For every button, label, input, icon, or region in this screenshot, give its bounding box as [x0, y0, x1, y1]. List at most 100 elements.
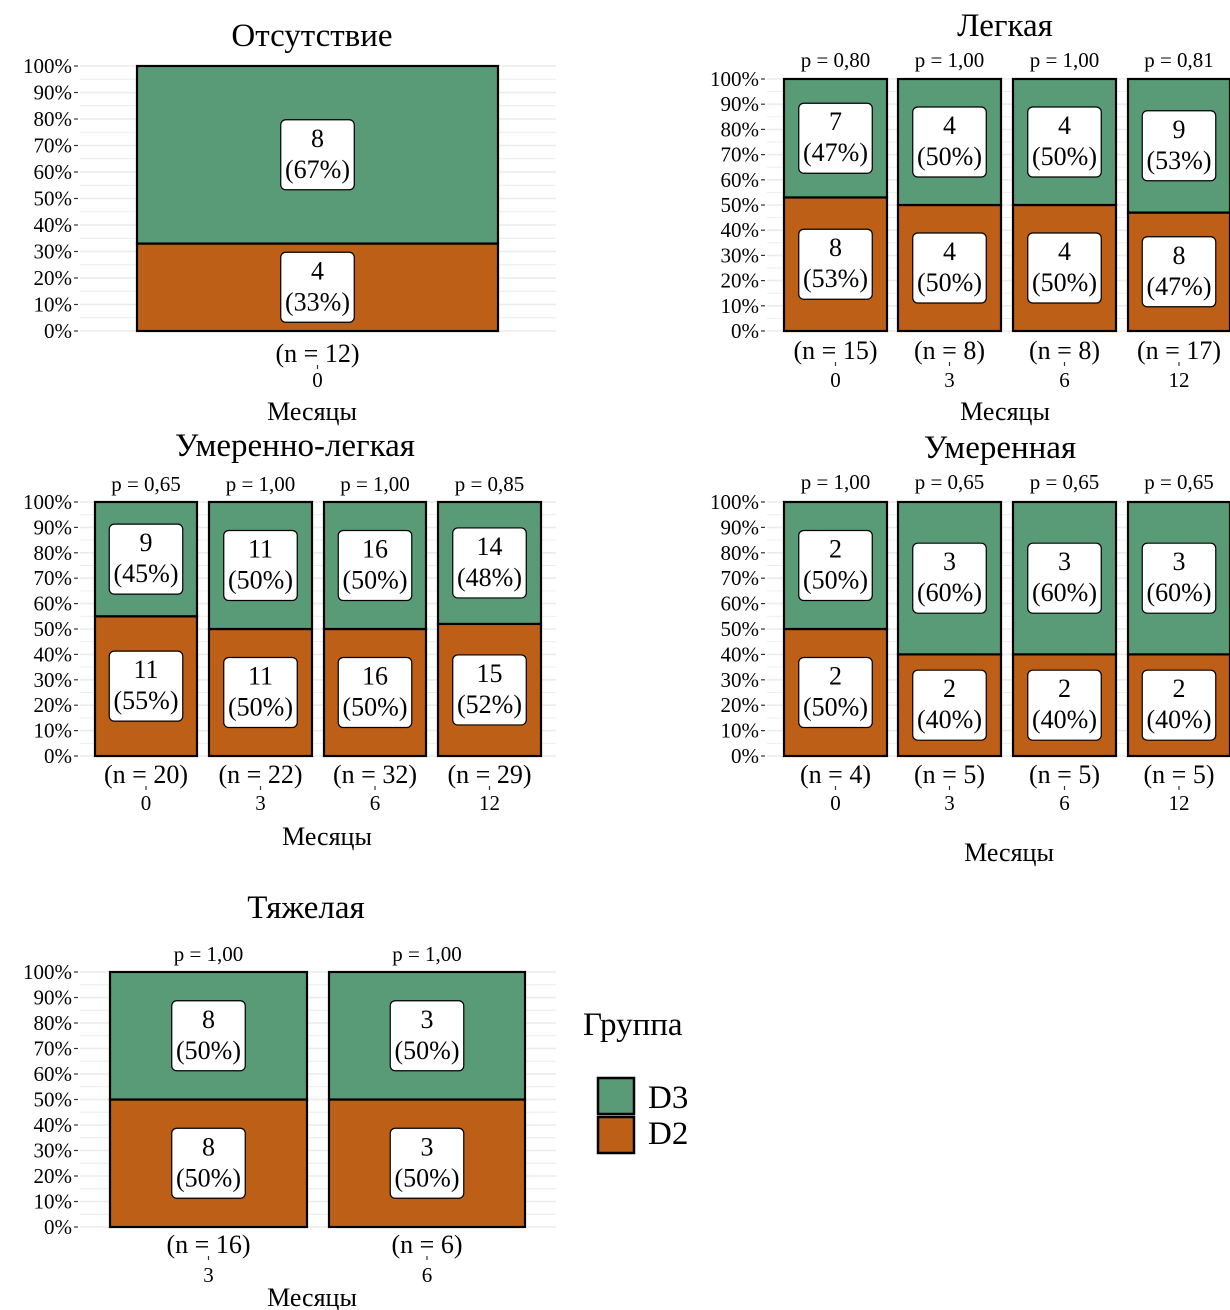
data-label-d2: 2 (40%) — [1147, 674, 1212, 734]
y-tick-label: 20% — [34, 693, 73, 717]
data-label-d2: 4 (50%) — [917, 237, 982, 297]
x-tick-label: 3 — [944, 791, 955, 815]
data-label-d2-box — [1141, 236, 1217, 308]
y-tick-label: 10% — [34, 719, 73, 743]
data-label-d3-box — [1141, 110, 1217, 182]
y-tick-label: 60% — [721, 168, 760, 192]
data-label-d2: 8 (47%) — [1147, 241, 1212, 301]
x-tick-label: 0 — [830, 791, 841, 815]
y-tick-label: 70% — [34, 1037, 73, 1061]
p-value-label: p = 0,85 — [455, 472, 525, 496]
data-label-d3-box — [452, 527, 527, 599]
y-tick-label: 80% — [34, 107, 73, 131]
data-label-d2-box — [389, 1127, 465, 1199]
y-tick-label: 10% — [34, 293, 73, 317]
data-label-d2: 2 (50%) — [803, 662, 868, 722]
y-tick-label: 10% — [721, 719, 760, 743]
data-label-d2-box — [108, 650, 184, 722]
data-label-d3-box — [171, 1000, 246, 1072]
data-label-d2: 16 (50%) — [343, 662, 408, 722]
p-value-label: p = 1,00 — [340, 472, 410, 496]
y-tick-label: 0% — [44, 319, 72, 343]
y-tick-label: 40% — [34, 213, 73, 237]
y-tick-label: 20% — [721, 269, 760, 293]
n-label: (n = 17) — [1137, 336, 1221, 365]
panel-title: Умеренно-легкая — [175, 428, 415, 464]
y-tick-label: 90% — [721, 92, 760, 116]
data-label-d3-box — [108, 523, 184, 595]
y-tick-label: 50% — [34, 1088, 73, 1112]
y-tick-label: 40% — [721, 218, 760, 242]
x-axis-title: Месяцы — [964, 838, 1054, 867]
data-label-d3: 2 (50%) — [803, 535, 868, 595]
data-label-d2-box — [912, 669, 987, 741]
y-tick-label: 70% — [34, 566, 73, 590]
y-tick-label: 40% — [721, 642, 760, 666]
n-label: (n = 5) — [1144, 760, 1215, 789]
data-label-d3: 9 (53%) — [1147, 115, 1212, 175]
n-label: (n = 5) — [1029, 760, 1100, 789]
data-label-d2: 11 (55%) — [114, 655, 179, 715]
data-label-d3-box — [912, 542, 987, 614]
x-tick-label: 12 — [1169, 791, 1190, 815]
bar-segment-d2 — [327, 1098, 527, 1229]
data-label-d3: 4 (50%) — [1032, 111, 1097, 171]
y-tick-label: 40% — [34, 1113, 73, 1137]
data-label-d2-box — [912, 232, 987, 304]
data-label-d2-box — [1027, 669, 1102, 741]
p-value-label: p = 0,81 — [1144, 48, 1214, 72]
y-tick-label: 80% — [721, 541, 760, 565]
n-label: (n = 5) — [914, 760, 985, 789]
data-label-d2-box — [223, 656, 298, 729]
n-label: (n = 22) — [219, 760, 303, 789]
y-tick-label: 80% — [34, 541, 73, 565]
y-tick-label: 70% — [721, 566, 760, 590]
panel-title: Отсутствие — [231, 18, 392, 54]
y-tick-label: 80% — [721, 117, 760, 141]
data-label-d2-box — [171, 1127, 246, 1199]
y-tick-label: 80% — [34, 1011, 73, 1035]
y-tick-label: 50% — [721, 193, 760, 217]
data-label-d3: 16 (50%) — [343, 535, 408, 595]
data-label-d3-box — [223, 529, 298, 602]
y-tick-label: 0% — [44, 1215, 72, 1239]
y-tick-label: 20% — [721, 693, 760, 717]
p-value-label: p = 0,65 — [915, 470, 985, 494]
data-label-d3: 9 (45%) — [114, 528, 179, 588]
panel-5: Тяжелая 0%10%20%30%40%50%60%70%80%90%100%… — [23, 890, 556, 1310]
data-label-d2: 2 (40%) — [1032, 674, 1097, 734]
y-tick-label: 60% — [34, 1062, 73, 1086]
y-tick-label: 0% — [731, 319, 759, 343]
data-label-d2: 4 (33%) — [285, 256, 350, 316]
y-tick-label: 50% — [34, 187, 73, 211]
x-tick-label: 6 — [370, 791, 381, 815]
y-tick-label: 90% — [34, 986, 73, 1010]
n-label: (n = 8) — [914, 336, 985, 365]
p-value-label: p = 0,65 — [111, 472, 181, 496]
data-label-d3-box — [1027, 542, 1102, 614]
y-tick-label: 30% — [34, 240, 73, 264]
x-axis-title: Месяцы — [282, 822, 372, 851]
x-tick-label: 6 — [1059, 791, 1070, 815]
y-tick-label: 70% — [34, 134, 73, 158]
x-tick-label: 6 — [422, 1263, 433, 1287]
data-label-d3: 3 (60%) — [917, 547, 982, 607]
p-value-label: p = 1,00 — [1030, 48, 1100, 72]
y-tick-label: 100% — [23, 960, 72, 984]
data-label-d2: 8 (53%) — [803, 233, 868, 293]
legend-label-d3: D3 — [648, 1080, 688, 1116]
x-axis-title: Месяцы — [267, 397, 357, 426]
y-tick-label: 20% — [34, 1164, 73, 1188]
y-tick-label: 20% — [34, 266, 73, 290]
x-tick-label: 0 — [312, 368, 323, 392]
y-tick-label: 100% — [710, 67, 759, 91]
y-tick-label: 90% — [721, 515, 760, 539]
x-tick-label: 3 — [944, 368, 955, 392]
data-label-d2-box — [1141, 669, 1217, 741]
data-label-d3: 3 (60%) — [1032, 547, 1097, 607]
y-tick-label: 100% — [23, 490, 72, 514]
x-tick-label: 3 — [255, 791, 266, 815]
data-label-d3-box — [1027, 106, 1102, 178]
data-label-d2: 15 (52%) — [457, 659, 522, 719]
